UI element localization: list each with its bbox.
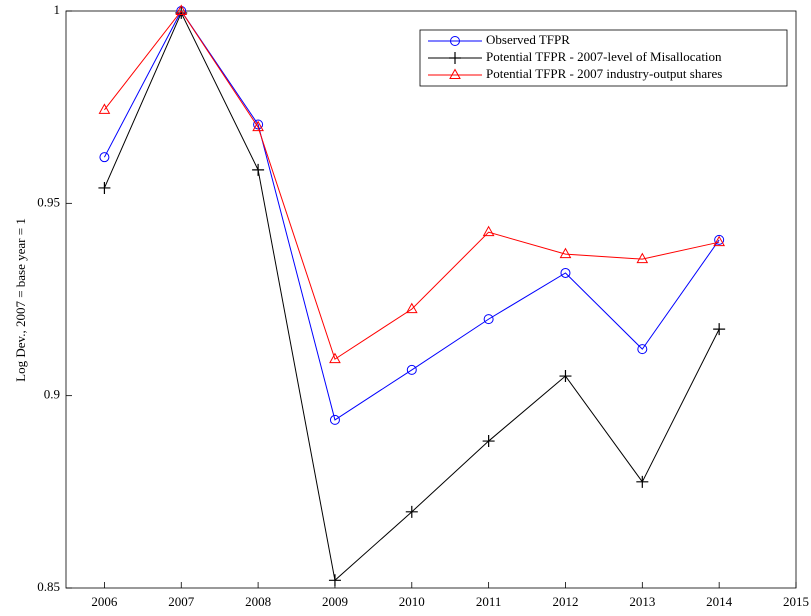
x-tick-label: 2011 [476, 594, 502, 609]
x-tick-label: 2012 [552, 594, 578, 609]
y-tick-label: 0.95 [37, 194, 60, 209]
data-point [252, 163, 265, 176]
data-point [637, 344, 648, 355]
data-point [175, 4, 188, 15]
x-tick-label: 2009 [322, 594, 348, 609]
x-tick-label: 2006 [91, 594, 118, 609]
x-tick-label: 2008 [245, 594, 271, 609]
series [98, 4, 726, 364]
data-point [252, 120, 264, 132]
y-axis-label: Log Dev., 2007 = base year = 1 [13, 218, 28, 382]
legend-label: Potential TFPR - 2007 industry-output sh… [486, 66, 722, 81]
data-point [636, 252, 649, 264]
data-point [714, 234, 725, 245]
data-point [483, 314, 494, 325]
data-point [560, 267, 571, 278]
data-point [98, 103, 111, 114]
data-point [482, 225, 495, 237]
data-point [636, 475, 649, 488]
legend-marker [449, 52, 461, 64]
data-point [406, 364, 417, 375]
y-tick-label: 0.85 [37, 579, 60, 594]
legend-label: Observed TFPR [486, 32, 570, 47]
data-point [482, 435, 495, 448]
legend-label: Potential TFPR - 2007-level of Misalloca… [486, 49, 722, 64]
legend-marker [449, 68, 461, 79]
data-point [405, 302, 418, 314]
series-line [104, 10, 720, 360]
data-point [329, 352, 341, 364]
legend-marker [450, 36, 460, 46]
series [98, 6, 726, 587]
y-tick-label: 0.9 [44, 387, 60, 402]
legend: Observed TFPR Potential TFPR - 2007-level… [419, 29, 788, 87]
data-point [329, 414, 340, 425]
x-tick-label: 2014 [706, 594, 733, 609]
data-point [713, 323, 726, 336]
data-point [99, 152, 110, 163]
data-point [98, 181, 111, 194]
data-point [559, 247, 572, 259]
x-tick-label: 2013 [629, 594, 655, 609]
data-point [559, 370, 572, 383]
data-point [713, 235, 726, 247]
x-tick-label: 2007 [168, 594, 195, 609]
y-tick-label: 1 [54, 2, 61, 17]
x-tick-label: 2015 [783, 594, 809, 609]
data-point [405, 505, 418, 518]
data-point [253, 119, 264, 130]
x-tick-label: 2010 [399, 594, 425, 609]
series-line [103, 11, 720, 582]
data-point [328, 574, 341, 587]
plot-frame [65, 10, 797, 589]
